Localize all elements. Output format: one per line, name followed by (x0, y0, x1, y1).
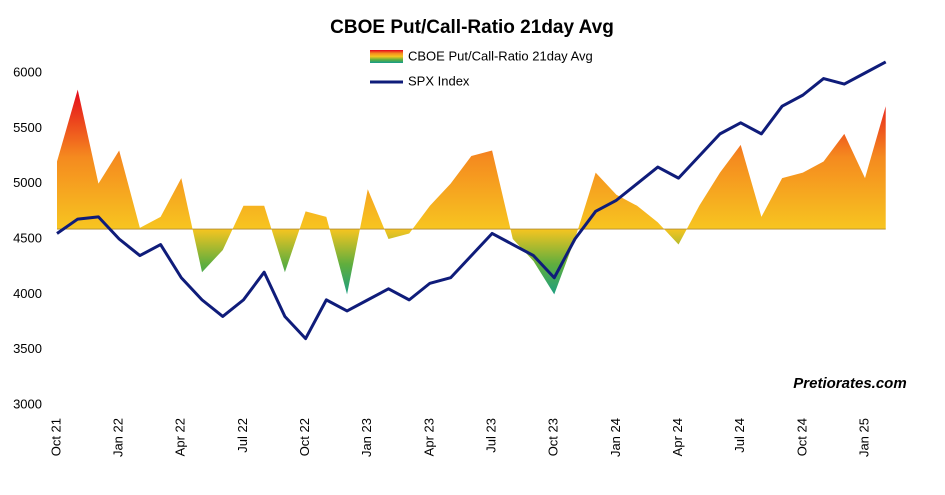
watermark: Pretiorates.com (793, 375, 906, 392)
spx-line (56, 60, 887, 341)
x-tick-label: Oct 22 (297, 418, 312, 456)
y-tick-label: 3000 (13, 396, 42, 411)
x-tick-label: Jul 24 (732, 418, 747, 453)
y-tick-label: 6000 (13, 64, 42, 79)
put-call-area (57, 89, 886, 295)
chart-title: CBOE Put/Call-Ratio 21day Avg (330, 17, 614, 38)
y-tick-label: 5500 (13, 120, 42, 135)
x-tick-label: Jul 22 (235, 418, 250, 453)
x-tick-label: Oct 21 (48, 418, 63, 456)
legend-swatch (370, 50, 403, 63)
y-tick-label: 5000 (13, 175, 42, 190)
x-tick-label: Jul 23 (484, 418, 499, 453)
x-tick-label: Apr 23 (421, 418, 436, 456)
x-tick-label: Apr 24 (670, 418, 685, 456)
x-tick-label: Jan 24 (608, 418, 623, 457)
x-tick-label: Oct 23 (546, 418, 561, 456)
x-tick-label: Jan 22 (111, 418, 126, 457)
y-tick-label: 4000 (13, 286, 42, 301)
legend-label: CBOE Put/Call-Ratio 21day Avg (408, 48, 593, 63)
x-tick-label: Jan 25 (856, 418, 871, 457)
x-tick-label: Jan 23 (359, 418, 374, 457)
y-tick-label: 3500 (13, 341, 42, 356)
x-tick-label: Oct 24 (794, 418, 809, 456)
x-tick-label: Apr 22 (173, 418, 188, 456)
legend-label: SPX Index (408, 73, 470, 88)
y-tick-label: 4500 (13, 230, 42, 245)
